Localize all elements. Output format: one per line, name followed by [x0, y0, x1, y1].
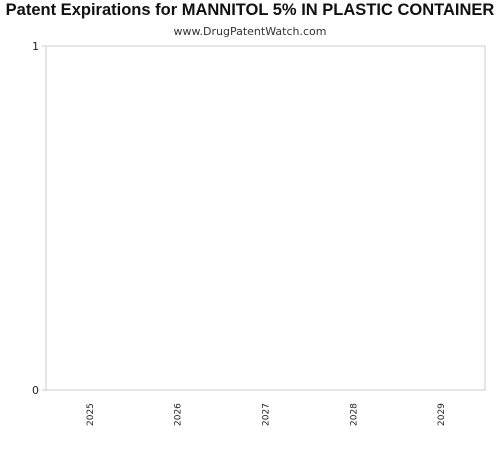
x-tick-label: 2028	[349, 403, 359, 426]
y-axis: 01	[32, 40, 46, 397]
chart-subtitle: www.DrugPatentWatch.com	[173, 25, 327, 38]
x-tick-label: 2027	[262, 403, 272, 426]
chart-title: Patent Expirations for MANNITOL 5% IN PL…	[5, 1, 495, 19]
y-tick-label: 1	[32, 40, 39, 53]
x-tick-label: 2025	[86, 403, 96, 426]
x-axis: 2025 2026 2027 2028 2029	[86, 403, 447, 426]
x-tick-label: 2026	[174, 403, 184, 426]
x-tick-label: 2029	[437, 403, 447, 426]
y-tick-label: 0	[32, 384, 39, 397]
plot-frame	[45, 45, 486, 391]
